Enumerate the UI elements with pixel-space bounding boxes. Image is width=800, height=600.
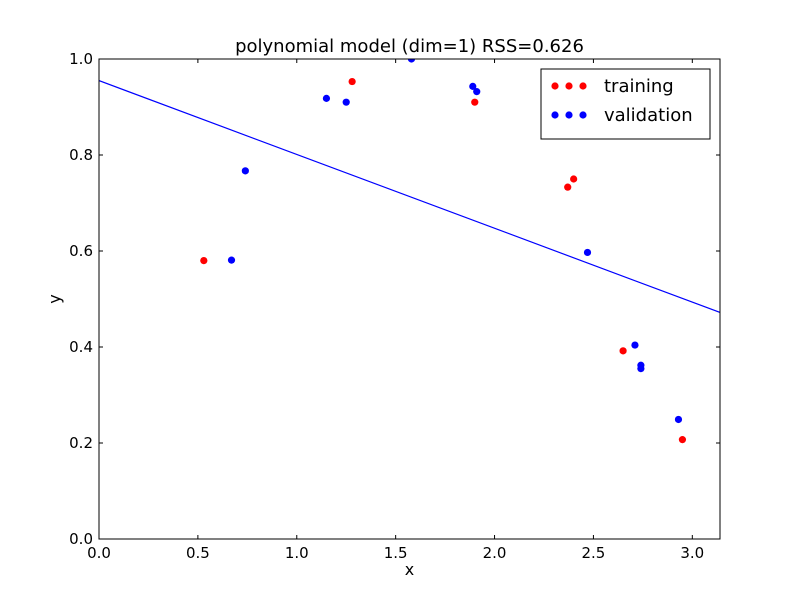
y-tick-label: 0.2 bbox=[69, 434, 93, 452]
y-tick-label: 0.6 bbox=[69, 242, 93, 260]
training-point bbox=[678, 436, 687, 444]
chart-title: polynomial model (dim=1) RSS=0.626 bbox=[235, 36, 584, 57]
legend-marker bbox=[579, 82, 587, 90]
fit-line bbox=[99, 80, 720, 314]
legend-label: validation bbox=[604, 105, 693, 126]
legend-entries: training validation bbox=[551, 76, 693, 126]
training-point bbox=[471, 98, 479, 106]
legend: training validation bbox=[540, 68, 711, 140]
validation-point bbox=[407, 59, 416, 63]
x-tick-label: 1.0 bbox=[285, 544, 309, 562]
validation-point bbox=[322, 94, 331, 102]
training-point bbox=[619, 347, 627, 355]
validation-point bbox=[342, 98, 350, 106]
validation-point bbox=[469, 82, 477, 90]
validation-point bbox=[473, 88, 481, 96]
axis-ticks: 0.0 0.5 1.0 1.5 2.0 2.5 3.0 0.0 0.2 0.4 0.6 0.8 1.0 bbox=[69, 50, 720, 562]
legend-marker bbox=[579, 111, 587, 119]
validation-point bbox=[637, 361, 645, 369]
legend-box bbox=[540, 68, 711, 140]
validation-point bbox=[227, 256, 236, 264]
x-tick-label: 0.0 bbox=[87, 544, 111, 562]
data-series bbox=[99, 59, 720, 444]
x-tick-label: 0.5 bbox=[186, 544, 210, 562]
legend-marker bbox=[565, 82, 573, 90]
x-tick-label: 2.0 bbox=[483, 544, 507, 562]
legend-label: training bbox=[604, 76, 674, 97]
validation-point bbox=[674, 415, 683, 424]
validation-point bbox=[631, 341, 639, 349]
legend-marker bbox=[565, 111, 573, 119]
validation-point bbox=[241, 167, 249, 175]
y-tick-label: 0.4 bbox=[69, 338, 93, 356]
legend-marker bbox=[551, 82, 559, 90]
x-tick-label: 3.0 bbox=[680, 544, 704, 562]
validation-point bbox=[583, 248, 592, 257]
y-tick-label: 0.0 bbox=[69, 530, 93, 548]
plot-frame bbox=[98, 58, 721, 540]
training-point bbox=[564, 183, 572, 191]
x-tick-label: 2.5 bbox=[581, 544, 605, 562]
y-tick-label: 1.0 bbox=[69, 50, 93, 68]
x-axis-label: x bbox=[405, 560, 414, 579]
x-tick-label: 1.5 bbox=[384, 544, 408, 562]
training-point bbox=[570, 175, 578, 183]
legend-marker bbox=[551, 111, 559, 119]
training-point bbox=[200, 257, 208, 265]
y-tick-label: 0.8 bbox=[69, 146, 93, 164]
training-point bbox=[348, 77, 356, 86]
y-axis-label: y bbox=[45, 294, 64, 303]
